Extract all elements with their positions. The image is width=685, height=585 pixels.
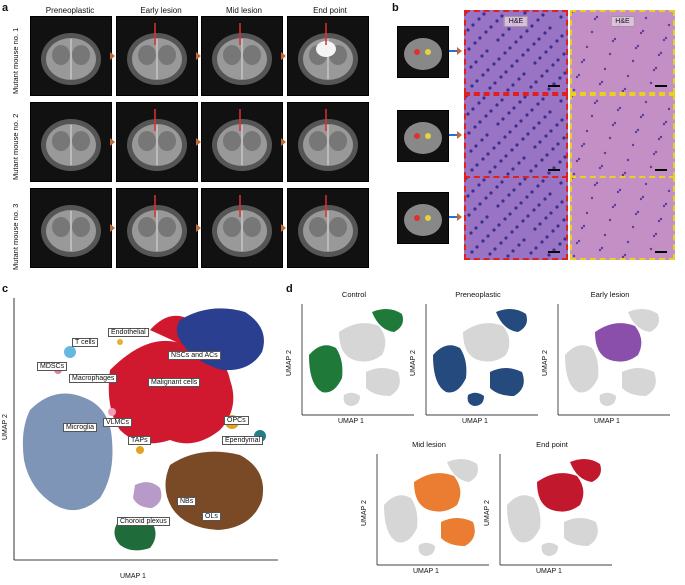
he-tag: H&E xyxy=(610,16,635,27)
umap-d-yaxis-5: UMAP 2 xyxy=(484,500,491,526)
scale-bar xyxy=(548,251,560,253)
mri-scan-mouse-1-col-3 xyxy=(201,16,283,96)
umap-title-1: Control xyxy=(341,290,367,299)
umap-title-5: End point xyxy=(536,440,568,449)
label-t-cells: T cells xyxy=(72,338,99,347)
scale-bar xyxy=(655,169,667,171)
cluster-malignant xyxy=(108,340,234,444)
panel-letter-c: c xyxy=(2,283,9,295)
cluster-vlmc xyxy=(108,408,116,416)
umap-condition-plot-2 xyxy=(425,304,538,416)
col-title-mid-lesion: Mid lesion xyxy=(225,6,262,15)
cluster-nb xyxy=(133,482,162,508)
he-tumor-region-2 xyxy=(464,94,568,178)
col-title-end-point: End point xyxy=(313,6,347,15)
umap-d-yaxis-4: UMAP 2 xyxy=(361,500,368,526)
umap-condition-plot-5 xyxy=(499,454,612,566)
histology-thumbnail-mri-2 xyxy=(397,110,449,162)
zoom-arrow xyxy=(449,47,462,55)
label-endothelial: Endothelial xyxy=(108,328,149,337)
panel-letter-a: a xyxy=(2,2,9,14)
umap-d-yaxis-2: UMAP 2 xyxy=(410,350,417,376)
histology-thumbnail-mri-1 xyxy=(397,26,449,78)
col-title-preneoplastic: Preneoplastic xyxy=(45,6,95,15)
umap-d-xaxis-1: UMAP 1 xyxy=(338,418,364,425)
label-taps: TAPs xyxy=(128,436,151,445)
scale-bar xyxy=(655,85,667,87)
he-normal-region-3 xyxy=(570,176,675,260)
row-label-mouse-2: Mutant mouse no. 2 xyxy=(11,113,20,180)
umap-title-3: Early lesion xyxy=(590,290,630,299)
scale-bar xyxy=(548,85,560,87)
scale-bar xyxy=(655,251,667,253)
mri-scan-mouse-3-col-4 xyxy=(287,188,369,268)
mri-scan-mouse-2-col-1 xyxy=(30,102,112,182)
label-vlmcs: VLMCs xyxy=(103,418,132,427)
he-tumor-region-3 xyxy=(464,176,568,260)
cluster-ol xyxy=(165,451,264,530)
histology-thumbnail-mri-3 xyxy=(397,192,449,244)
zoom-arrow xyxy=(449,131,462,139)
label-microglia: Microglia xyxy=(63,423,98,432)
mri-scan-mouse-3-col-1 xyxy=(30,188,112,268)
label-ols: OLs xyxy=(202,512,221,521)
label-macrophages: Macrophages xyxy=(69,374,118,383)
umap-d-xaxis-5: UMAP 1 xyxy=(536,568,562,575)
panel-letter-d: d xyxy=(286,283,293,295)
umap-d-yaxis-3: UMAP 2 xyxy=(542,350,549,376)
row-label-mouse-3: Mutant mouse no. 3 xyxy=(11,203,20,270)
umap-condition-plot-1 xyxy=(301,304,414,416)
mri-scan-mouse-1-col-1 xyxy=(30,16,112,96)
mri-scan-mouse-2-col-2 xyxy=(116,102,198,182)
umap-condition-plot-4 xyxy=(376,454,489,566)
panel-letter-b: b xyxy=(392,2,399,14)
cluster-tap xyxy=(136,446,144,454)
umap-clusters-plot xyxy=(13,298,278,561)
umap-d-yaxis-1: UMAP 2 xyxy=(286,350,293,376)
umap-d-xaxis-2: UMAP 1 xyxy=(462,418,488,425)
umap-c-xaxis-label: UMAP 1 xyxy=(120,573,146,580)
cluster-endothelial xyxy=(117,339,123,345)
label-ependymal: Ependymal xyxy=(222,436,264,445)
mri-scan-mouse-1-col-4 xyxy=(287,16,369,96)
zoom-arrow xyxy=(449,213,462,221)
label-choroid-plexus: Choroid plexus xyxy=(117,517,170,526)
scale-bar xyxy=(548,169,560,171)
row-label-mouse-1: Mutant mouse no. 1 xyxy=(11,27,20,94)
label-opcs: OPCs xyxy=(224,416,249,425)
mri-scan-mouse-1-col-2 xyxy=(116,16,198,96)
col-title-early-lesion: Early lesion xyxy=(140,6,182,15)
label-nbs: NBs xyxy=(177,497,197,506)
mri-scan-mouse-3-col-3 xyxy=(201,188,283,268)
cluster-tcell xyxy=(64,346,76,358)
mri-scan-mouse-3-col-2 xyxy=(116,188,198,268)
mri-scan-mouse-2-col-4 xyxy=(287,102,369,182)
umap-condition-plot-3 xyxy=(557,304,670,416)
mri-scan-mouse-2-col-3 xyxy=(201,102,283,182)
he-tumor-region-1: H&E xyxy=(464,10,568,94)
he-tag: H&E xyxy=(503,16,529,27)
he-normal-region-2 xyxy=(570,94,675,178)
label-mdscs: MDSCs xyxy=(37,362,68,371)
label-malignant: Malignant cells xyxy=(148,378,201,387)
label-nscs-acs: NSCs and ACs xyxy=(168,351,221,360)
umap-c-yaxis-label: UMAP 2 xyxy=(2,414,9,440)
umap-d-xaxis-4: UMAP 1 xyxy=(413,568,439,575)
umap-title-4: Mid lesion xyxy=(412,440,446,449)
umap-d-xaxis-3: UMAP 1 xyxy=(594,418,620,425)
umap-title-2: Preneoplastic xyxy=(455,290,501,299)
he-normal-region-1: H&E xyxy=(570,10,675,94)
cluster-microglia xyxy=(22,393,113,511)
